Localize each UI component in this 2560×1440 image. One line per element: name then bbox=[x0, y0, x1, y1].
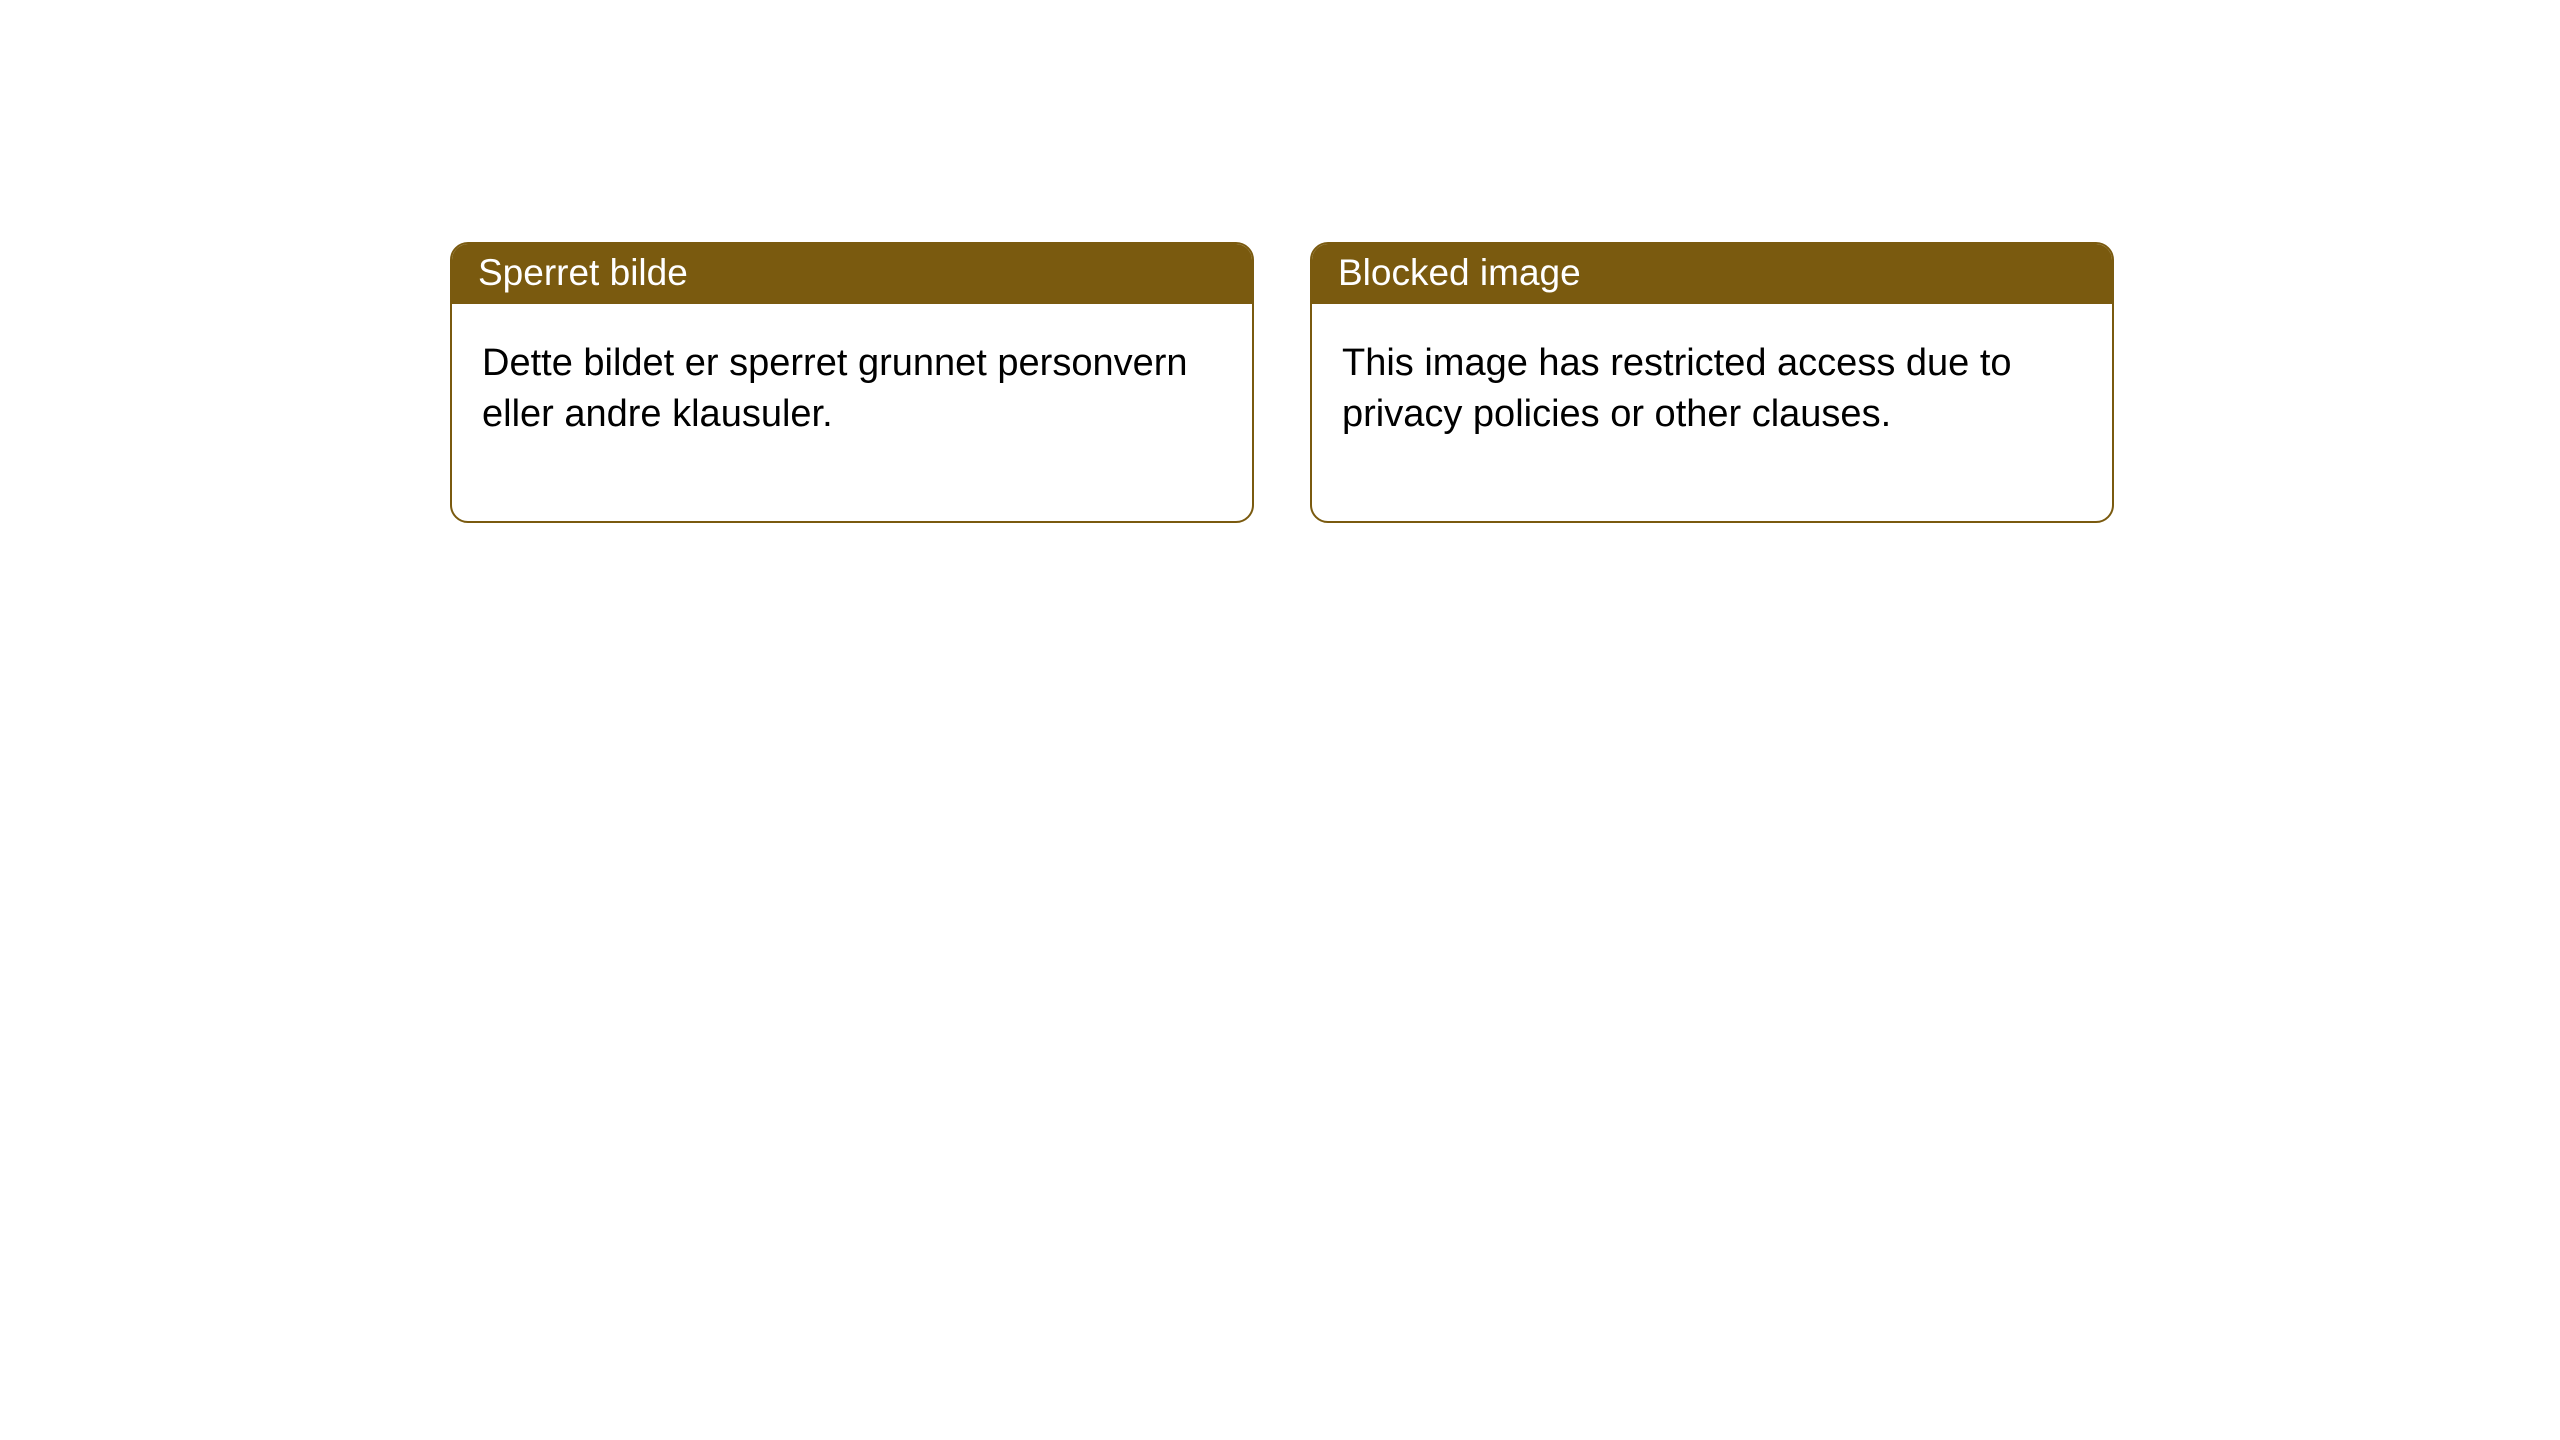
notice-card-english: Blocked image This image has restricted … bbox=[1310, 242, 2114, 523]
notice-title: Blocked image bbox=[1312, 244, 2112, 304]
notice-title: Sperret bilde bbox=[452, 244, 1252, 304]
notice-card-norwegian: Sperret bilde Dette bildet er sperret gr… bbox=[450, 242, 1254, 523]
notice-container: Sperret bilde Dette bildet er sperret gr… bbox=[0, 0, 2560, 523]
notice-body: Dette bildet er sperret grunnet personve… bbox=[452, 304, 1252, 521]
notice-body: This image has restricted access due to … bbox=[1312, 304, 2112, 521]
